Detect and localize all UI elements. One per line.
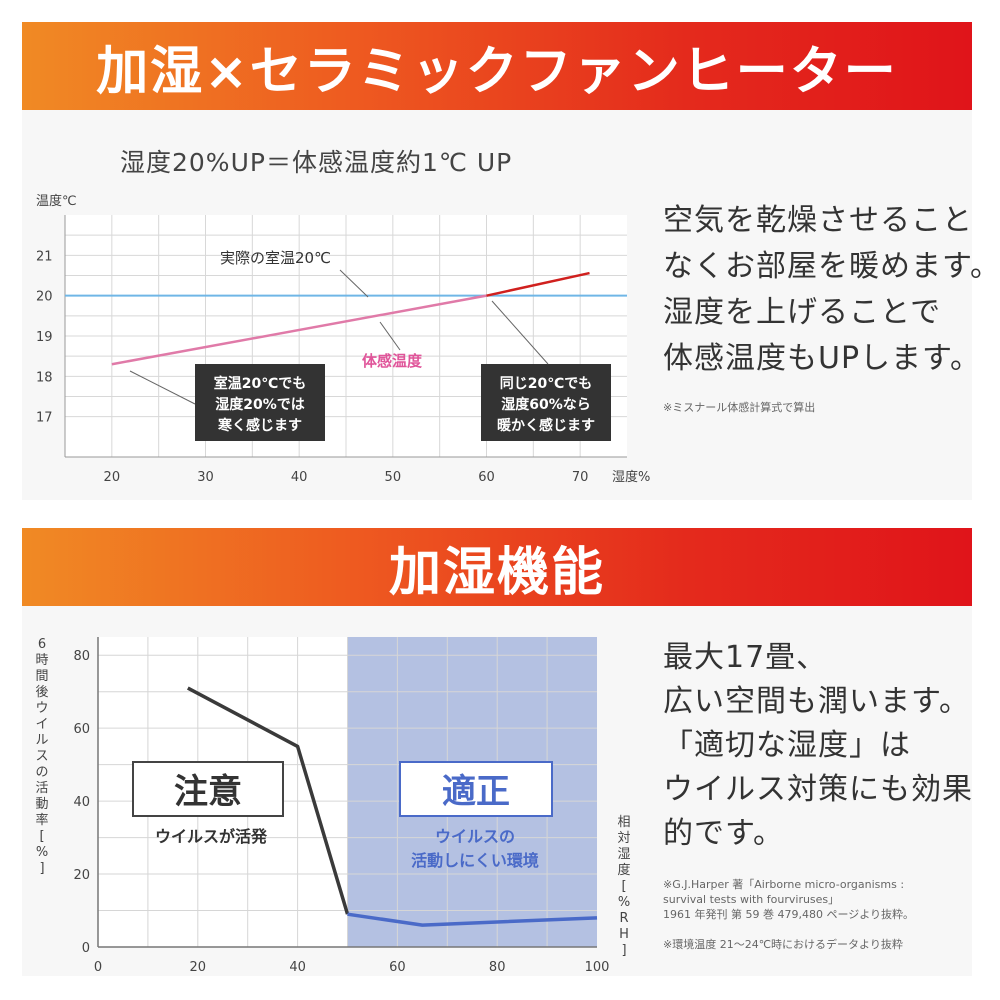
chart1-x-tick-label: 70 — [572, 470, 589, 485]
chart2-y-axis-label-char: 6 — [38, 637, 46, 652]
chart2-y-axis-label-char: ウ — [35, 701, 48, 716]
chart2-optimal-box — [399, 761, 553, 817]
chart2-x-tick-label: 80 — [489, 960, 506, 975]
section2-description-line-2: 広い空間も潤います。 — [663, 684, 970, 719]
chart1-cold-callout-text: 湿度20%では — [215, 396, 305, 413]
section1-footnote: ※ミスナール体感計算式で算出 — [663, 401, 816, 414]
chart2-x-axis-label-char: 度 — [617, 862, 630, 878]
chart1-cold-callout-text: 寒く感じます — [218, 417, 302, 434]
chart2-x-axis-label-char: 湿 — [617, 847, 630, 862]
chart2-x-tick-label: 20 — [190, 960, 207, 975]
chart2-y-axis-label-char: の — [35, 765, 48, 780]
chart1-x-tick-label: 30 — [197, 470, 214, 485]
chart2-x-tick-label: 100 — [585, 960, 610, 975]
chart2-y-axis-label-char: [ — [39, 829, 44, 844]
chart1-y-tick-label: 17 — [36, 411, 53, 426]
chart2-caution-box — [132, 761, 284, 817]
title-banner-text: 加湿×セラミックファンヒーター — [96, 41, 898, 102]
chart1-cold-callout-box — [195, 364, 325, 441]
section1-description-line-1: 空気を乾燥させること — [663, 203, 973, 238]
chart2-caution-text: ウイルスが活発 — [155, 827, 268, 846]
chart2-y-axis-label-char: ス — [35, 749, 48, 764]
chart2-optimal-text: ウイルスの — [435, 827, 515, 846]
chart2-y-axis-label-char: ル — [35, 733, 48, 748]
chart1-y-tick-label: 19 — [36, 330, 53, 345]
section2-footnote-temperature: ※環境温度 21～24℃時におけるデータより抜粋 — [663, 938, 903, 951]
chart2-y-axis-label-char: 活 — [35, 781, 48, 796]
chart1-series-sensible-temp-warm — [486, 271, 590, 297]
chart2-y-tick-label: 0 — [82, 941, 90, 956]
section1-description: 空気を乾燥させること なくお部屋を暖めます。 湿度を上げることで体感温度もUPします… — [663, 198, 1000, 382]
section2-footnote-source-line-1: ※G.J.Harper 著「Airborne micro-organisms : — [663, 878, 905, 891]
chart1-warm-callout-box — [481, 364, 611, 441]
chart1-y-axis-label: 温度℃ — [36, 193, 77, 209]
chart2-y-tick-label: 40 — [73, 795, 90, 810]
section2-footnote-source-line-2: survival tests with fourviruses」 — [663, 893, 840, 906]
chart2-x-axis-label-char: ] — [621, 943, 626, 958]
chart1-room-temp-leader — [339, 269, 369, 298]
chart1-y-tick-label: 18 — [36, 370, 53, 385]
section1-description-line-2: なくお部屋を暖めます。 — [663, 249, 1000, 284]
chart1-subtitle: 湿度20%UP＝体感温度約1℃ UP — [120, 148, 513, 177]
chart2-y-axis-label-char: イ — [35, 717, 48, 732]
chart2-x-axis-label-char: H — [619, 927, 629, 942]
chart2-x-axis-label-char: R — [619, 911, 628, 926]
chart2-x-tick-label: 60 — [389, 960, 406, 975]
section2-description-line-4: ウイルス対策にも効果 — [663, 772, 973, 807]
section2-description-line-5: 的です。 — [663, 816, 784, 851]
chart2-y-tick-label: 60 — [73, 722, 90, 737]
chart1-room-temp-annotation: 実際の室温20℃ — [220, 249, 331, 267]
title-banner: 加湿×セラミックファンヒーター — [22, 22, 972, 110]
function-banner: 加湿機能 — [22, 528, 972, 606]
section2-footnote-source: ※G.J.Harper 著「Airborne micro-organisms :… — [663, 877, 914, 922]
chart1-x-tick-label: 40 — [291, 470, 308, 485]
chart2-y-axis-label-char: 後 — [35, 685, 48, 700]
chart2-optimal-label: 適正 — [442, 772, 510, 812]
chart2-y-axis-label-char: 間 — [35, 669, 48, 684]
chart1-warm-callout-text: 湿度60%なら — [501, 396, 591, 413]
chart2-y-tick-label: 80 — [73, 649, 90, 664]
chart2-y-axis-label-char: % — [36, 845, 48, 860]
chart2-x-axis-label-char: % — [618, 895, 630, 910]
chart1-y-tick-label: 21 — [36, 249, 53, 264]
chart2-x-axis-label-char: 相 — [617, 815, 630, 830]
section2-footnote-source-line-3: 1961 年発刊 第 59 巻 479,480 ページより抜粋。 — [663, 908, 915, 921]
section2-description: 最大17畳、広い空間も潤います。 「適切な湿度」はウイルス対策にも効果 的です。 — [663, 636, 973, 856]
chart2-x-tick-label: 40 — [289, 960, 306, 975]
chart1-y-tick-label: 20 — [36, 290, 53, 305]
chart1-cold-leader — [129, 370, 196, 405]
chart2-optimal-text: 活動しにくい環境 — [411, 851, 539, 870]
chart1-x-axis-label: 湿度% — [612, 469, 650, 485]
chart1-warm-callout-text: 暖かく感じます — [497, 417, 595, 434]
chart1-warm-callout-text: 同じ20℃でも — [500, 376, 592, 392]
chart2-series-virus-activity — [186, 686, 350, 915]
chart1-sensible-temp-leader — [379, 321, 401, 351]
chart1-x-tick-label: 50 — [385, 470, 402, 485]
chart2-x-tick-label: 0 — [94, 960, 102, 975]
section1-description-line-3: 湿度を上げることで — [663, 295, 942, 330]
chart2-y-axis-label-char: 動 — [35, 797, 48, 812]
chart1-cold-callout-text: 室温20℃でも — [214, 375, 306, 392]
chart1-sensible-temp-annotation: 体感温度 — [362, 352, 423, 370]
chart2-series-virus-activity-optimal — [347, 912, 598, 927]
chart1-warm-leader — [491, 300, 549, 365]
function-banner-text: 加湿機能 — [388, 542, 605, 603]
chart2-y-axis-label-char: 率 — [35, 812, 48, 828]
chart1-x-tick-label: 60 — [478, 470, 495, 485]
chart2-y-axis-label-char: 時 — [35, 653, 48, 668]
section1-description-line-4: 体感温度もUPします。 — [663, 341, 982, 376]
chart1-series-sensible-temp — [111, 294, 487, 366]
chart1-x-tick-label: 20 — [104, 470, 121, 485]
chart2-caution-label: 注意 — [174, 772, 242, 812]
chart2-x-axis-label-char: [ — [621, 879, 626, 894]
chart2-y-tick-label: 20 — [73, 868, 90, 883]
chart2-x-axis-label-char: 対 — [617, 831, 630, 846]
section2-description-line-1: 最大17畳、 — [663, 640, 828, 675]
section2-description-line-3: 「適切な湿度」は — [663, 728, 911, 763]
chart2-y-axis-label-char: ] — [39, 861, 44, 876]
